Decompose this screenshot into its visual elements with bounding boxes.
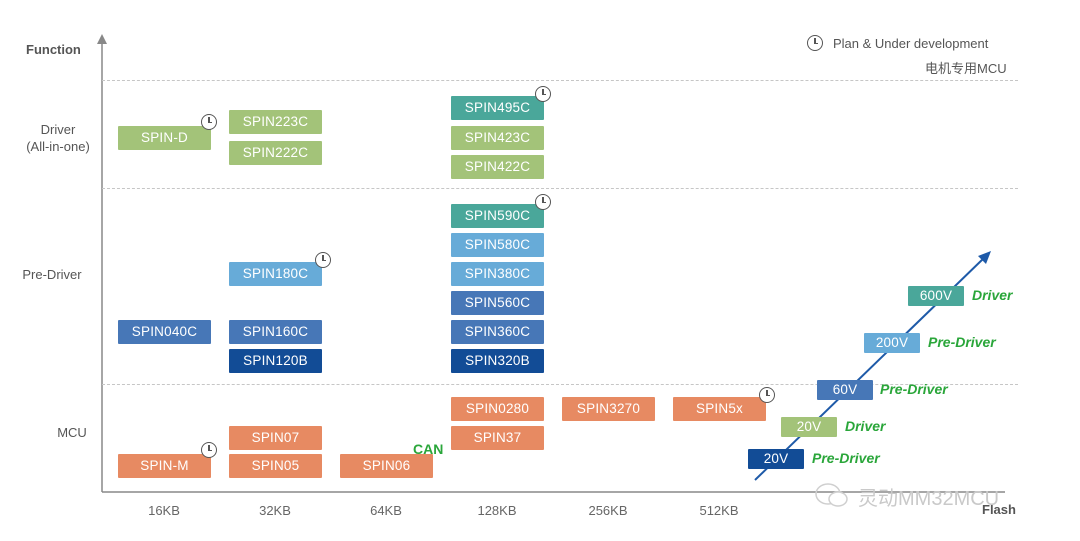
voltage-60v-type: Pre-Driver	[880, 381, 948, 397]
chip-spin0280[interactable]: SPIN0280	[451, 397, 544, 421]
x-tick-64kb: 64KB	[370, 503, 402, 518]
row-label-driver: Driver (All-in-one)	[6, 121, 110, 155]
voltage-20v-predriver[interactable]: 20V	[748, 449, 804, 469]
chip-spin3270[interactable]: SPIN3270	[562, 397, 655, 421]
voltage-20v-driver[interactable]: 20V	[781, 417, 837, 437]
row-label-mcu: MCU	[57, 425, 87, 440]
chip-spin223c[interactable]: SPIN223C	[229, 110, 322, 134]
chip-spin422c[interactable]: SPIN422C	[451, 155, 544, 179]
legend-motor-mcu: 电机专用MCU	[925, 61, 1007, 76]
x-axis-title: Flash	[982, 502, 1016, 517]
voltage-600v[interactable]: 600V	[908, 286, 964, 306]
chip-spin560c[interactable]: SPIN560C	[451, 291, 544, 315]
chip-spin-m[interactable]: SPIN-M	[118, 454, 211, 478]
separator-predriver-mcu	[102, 384, 1018, 385]
chip-spin360c[interactable]: SPIN360C	[451, 320, 544, 344]
voltage-200v[interactable]: 200V	[864, 333, 920, 353]
legend-plan: Plan & Under development	[833, 36, 989, 51]
x-tick-128kb: 128KB	[477, 503, 517, 518]
voltage-trend-arrowhead	[978, 251, 991, 264]
plan-clock-icon	[315, 252, 331, 268]
chip-spin-d[interactable]: SPIN-D	[118, 126, 211, 150]
row-label-driver-line2: (All-in-one)	[26, 139, 90, 154]
legend-clock-icon	[807, 35, 823, 51]
can-label: CAN	[413, 441, 444, 457]
chip-spin5x[interactable]: SPIN5x	[673, 397, 766, 421]
chip-spin590c[interactable]: SPIN590C	[451, 204, 544, 228]
voltage-20v-predriver-type: Pre-Driver	[812, 450, 880, 466]
chip-spin423c[interactable]: SPIN423C	[451, 126, 544, 150]
chip-spin06[interactable]: SPIN06	[340, 454, 433, 478]
plan-clock-icon	[201, 442, 217, 458]
chip-spin040c[interactable]: SPIN040C	[118, 320, 211, 344]
voltage-200v-type: Pre-Driver	[928, 334, 996, 350]
plan-clock-icon	[535, 194, 551, 210]
x-tick-16kb: 16KB	[148, 503, 180, 518]
chip-spin320b[interactable]: SPIN320B	[451, 349, 544, 373]
plan-clock-icon	[759, 387, 775, 403]
x-tick-512kb: 512KB	[699, 503, 739, 518]
chip-spin222c[interactable]: SPIN222C	[229, 141, 322, 165]
chip-spin37[interactable]: SPIN37	[451, 426, 544, 450]
separator-driver-predriver	[102, 188, 1018, 189]
plan-clock-icon	[201, 114, 217, 130]
chip-spin495c[interactable]: SPIN495C	[451, 96, 544, 120]
x-tick-256kb: 256KB	[588, 503, 628, 518]
voltage-60v[interactable]: 60V	[817, 380, 873, 400]
chip-spin05[interactable]: SPIN05	[229, 454, 322, 478]
y-axis-title: Function	[26, 42, 81, 57]
x-tick-32kb: 32KB	[259, 503, 291, 518]
chip-spin380c[interactable]: SPIN380C	[451, 262, 544, 286]
separator-top	[102, 80, 1018, 81]
wechat-icon	[815, 483, 848, 507]
watermark: 灵动MM32MCU	[858, 488, 1000, 510]
plan-clock-icon	[535, 86, 551, 102]
row-label-predriver: Pre-Driver	[22, 267, 82, 282]
chip-spin580c[interactable]: SPIN580C	[451, 233, 544, 257]
chip-spin160c[interactable]: SPIN160C	[229, 320, 322, 344]
chip-spin120b[interactable]: SPIN120B	[229, 349, 322, 373]
voltage-20v-driver-type: Driver	[845, 418, 886, 434]
voltage-600v-type: Driver	[972, 287, 1013, 303]
chip-spin07[interactable]: SPIN07	[229, 426, 322, 450]
chip-spin180c[interactable]: SPIN180C	[229, 262, 322, 286]
row-label-driver-line1: Driver	[40, 122, 76, 137]
y-axis-arrow	[97, 34, 107, 44]
